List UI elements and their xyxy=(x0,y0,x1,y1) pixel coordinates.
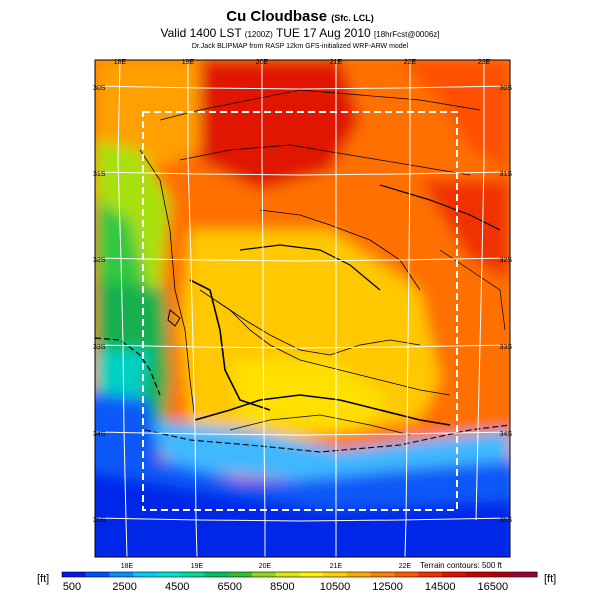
colorbar-label: 10500 xyxy=(320,581,351,593)
colorbar-label: 16500 xyxy=(478,581,509,593)
lat-tick: 31S xyxy=(93,171,106,178)
credit-line: Dr.Jack BLIPMAP from RASP 12km GFS-initi… xyxy=(191,43,409,50)
colorbar: [ft] [ft] 500 2500 4500 6500 8500 10500 12500 1… xyxy=(37,571,556,593)
lat-tick: 34S xyxy=(93,431,106,438)
lat-tick: 32S xyxy=(500,257,513,264)
latitude-ticks-left: 30S 31S 32S 33S 34S 35S xyxy=(93,85,106,524)
colorbar-unit-right: [ft] xyxy=(544,573,556,585)
terrain-contours xyxy=(95,89,510,453)
title-suffix: (Sfc. LCL) xyxy=(331,13,374,23)
cloudbase-field xyxy=(95,60,510,557)
colorbar-swatch xyxy=(85,572,110,577)
colorbar-label: 8500 xyxy=(270,581,294,593)
colorbar-label: 12500 xyxy=(372,581,403,593)
valid-date: TUE 17 Aug 2010 xyxy=(275,26,371,40)
colorbar-swatch xyxy=(204,572,229,577)
colorbar-swatch xyxy=(252,572,277,577)
colorbar-swatch xyxy=(109,572,134,577)
colorbar-swatch xyxy=(442,572,467,577)
colorbar-swatch xyxy=(133,572,158,577)
colorbar-label: 500 xyxy=(63,581,81,593)
latitude-ticks-right: 30S 31S 32S 33S 34S 35S xyxy=(500,85,513,524)
lat-tick: 35S xyxy=(93,517,106,524)
colorbar-label: 2500 xyxy=(112,581,136,593)
colorbar-swatch xyxy=(513,572,538,577)
chart-title: Cu Cloudbase (Sfc. LCL) xyxy=(0,8,600,25)
lon-tick: 19E xyxy=(182,59,195,66)
map-frame xyxy=(94,59,511,558)
colorbar-swatch xyxy=(347,572,372,577)
colorbar-swatch xyxy=(157,572,182,577)
colorbar-label: 6500 xyxy=(218,581,242,593)
colorbar-swatch xyxy=(275,572,300,577)
lat-tick: 35S xyxy=(500,517,513,524)
lon-tick: 22E xyxy=(399,563,412,570)
colorbar-swatch xyxy=(228,572,253,577)
colorbar-swatch xyxy=(370,572,395,577)
lat-tick: 33S xyxy=(93,344,106,351)
colorbar-labels: 500 2500 4500 6500 8500 10500 12500 14500 16500 xyxy=(63,581,508,593)
forecast-label: [18hrFcst@0006z] xyxy=(374,30,440,39)
lat-tick: 30S xyxy=(500,85,513,92)
lat-tick: 34S xyxy=(500,431,513,438)
valid-code: (1200Z) xyxy=(244,30,273,39)
colorbar-swatch xyxy=(418,572,443,577)
title-main: Cu Cloudbase xyxy=(226,8,328,25)
colorbar-swatch xyxy=(180,572,205,577)
valid-time-line: Valid 1400 LST (1200Z) TUE 17 Aug 2010 [… xyxy=(0,26,600,40)
lat-tick: 31S xyxy=(500,171,513,178)
lon-tick: 18E xyxy=(114,59,127,66)
valid-label: Valid 1400 LST xyxy=(160,26,242,40)
colorbar-swatch xyxy=(465,572,490,577)
longitude-ticks-top: 18E 19E 20E 21E 22E 23E xyxy=(114,59,491,66)
colorbar-unit-left: [ft] xyxy=(37,573,49,585)
colorbar-swatch xyxy=(394,572,419,577)
lat-tick: 32S xyxy=(93,257,106,264)
colorbar-swatch xyxy=(299,572,324,577)
colorbar-swatch xyxy=(323,572,348,577)
colorbar-label: 14500 xyxy=(425,581,456,593)
longitude-ticks-bottom: 18E 19E 20E 21E 22E xyxy=(121,563,412,570)
lat-lon-grid xyxy=(94,59,511,558)
lon-tick: 20E xyxy=(259,563,272,570)
colorbar-swatch xyxy=(62,572,87,577)
lat-tick: 30S xyxy=(93,85,106,92)
lon-tick: 23E xyxy=(478,59,491,66)
lon-tick: 21E xyxy=(330,563,343,570)
colorbar-swatch xyxy=(489,572,514,577)
inner-domain-box xyxy=(142,111,458,511)
colorbar-swatches xyxy=(62,572,538,577)
lat-tick: 33S xyxy=(500,344,513,351)
lon-tick: 21E xyxy=(330,59,343,66)
lon-tick: 18E xyxy=(121,563,134,570)
lon-tick: 19E xyxy=(191,563,204,570)
terrain-contours-note: Terrain contours: 500 ft xyxy=(420,561,503,570)
lon-tick: 20E xyxy=(256,59,269,66)
colorbar-label: 4500 xyxy=(165,581,189,593)
lon-tick: 22E xyxy=(404,59,417,66)
